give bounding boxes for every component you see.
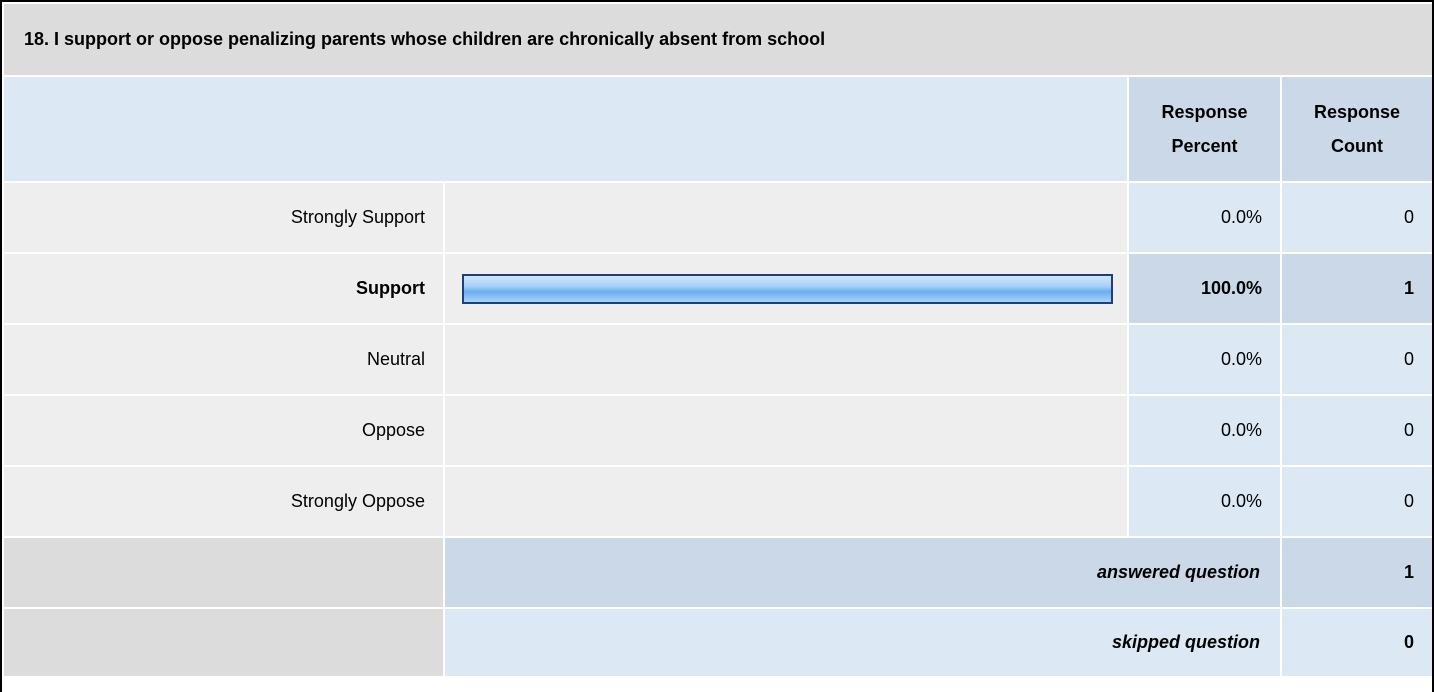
header-response-count: Response Count bbox=[1282, 77, 1433, 181]
option-label: Strongly Support bbox=[4, 183, 443, 252]
response-count: 0 bbox=[1282, 396, 1433, 465]
response-count: 0 bbox=[1282, 325, 1433, 394]
response-percent: 0.0% bbox=[1129, 325, 1280, 394]
header-response-percent: Response Percent bbox=[1129, 77, 1280, 181]
skipped-row: skipped question 0 bbox=[4, 609, 1433, 676]
footer-blank bbox=[4, 538, 443, 607]
answered-question-value: 1 bbox=[1282, 538, 1433, 607]
bar-cell bbox=[445, 325, 1127, 394]
table-row: Support 100.0% 1 bbox=[4, 254, 1433, 323]
answered-row: answered question 1 bbox=[4, 538, 1433, 607]
response-percent: 0.0% bbox=[1129, 467, 1280, 536]
survey-result-table: 18. I support or oppose penalizing paren… bbox=[2, 2, 1434, 678]
response-count: 0 bbox=[1282, 183, 1433, 252]
header-blank bbox=[4, 77, 1127, 181]
skipped-question-label: skipped question bbox=[445, 609, 1280, 676]
table-row: Strongly Oppose 0.0% 0 bbox=[4, 467, 1433, 536]
table-row: Strongly Support 0.0% 0 bbox=[4, 183, 1433, 252]
response-percent: 0.0% bbox=[1129, 396, 1280, 465]
option-label: Neutral bbox=[4, 325, 443, 394]
bar-cell bbox=[445, 183, 1127, 252]
header-percent-line1: Response bbox=[1161, 102, 1248, 122]
bar-cell bbox=[445, 254, 1127, 323]
response-percent: 0.0% bbox=[1129, 183, 1280, 252]
response-percent: 100.0% bbox=[1129, 254, 1280, 323]
header-count-line2: Count bbox=[1331, 136, 1384, 156]
question-title: 18. I support or oppose penalizing paren… bbox=[4, 4, 1433, 75]
response-count: 0 bbox=[1282, 467, 1433, 536]
table-row: Oppose 0.0% 0 bbox=[4, 396, 1433, 465]
footer-blank bbox=[4, 609, 443, 676]
header-count-line1: Response bbox=[1314, 102, 1401, 122]
bar-cell bbox=[445, 396, 1127, 465]
header-percent-line2: Percent bbox=[1171, 136, 1238, 156]
table-row: Neutral 0.0% 0 bbox=[4, 325, 1433, 394]
response-count: 1 bbox=[1282, 254, 1433, 323]
option-label: Support bbox=[4, 254, 443, 323]
response-bar bbox=[462, 273, 1113, 304]
option-label: Strongly Oppose bbox=[4, 467, 443, 536]
bar-cell bbox=[445, 467, 1127, 536]
answered-question-label: answered question bbox=[445, 538, 1280, 607]
skipped-question-value: 0 bbox=[1282, 609, 1433, 676]
option-label: Oppose bbox=[4, 396, 443, 465]
